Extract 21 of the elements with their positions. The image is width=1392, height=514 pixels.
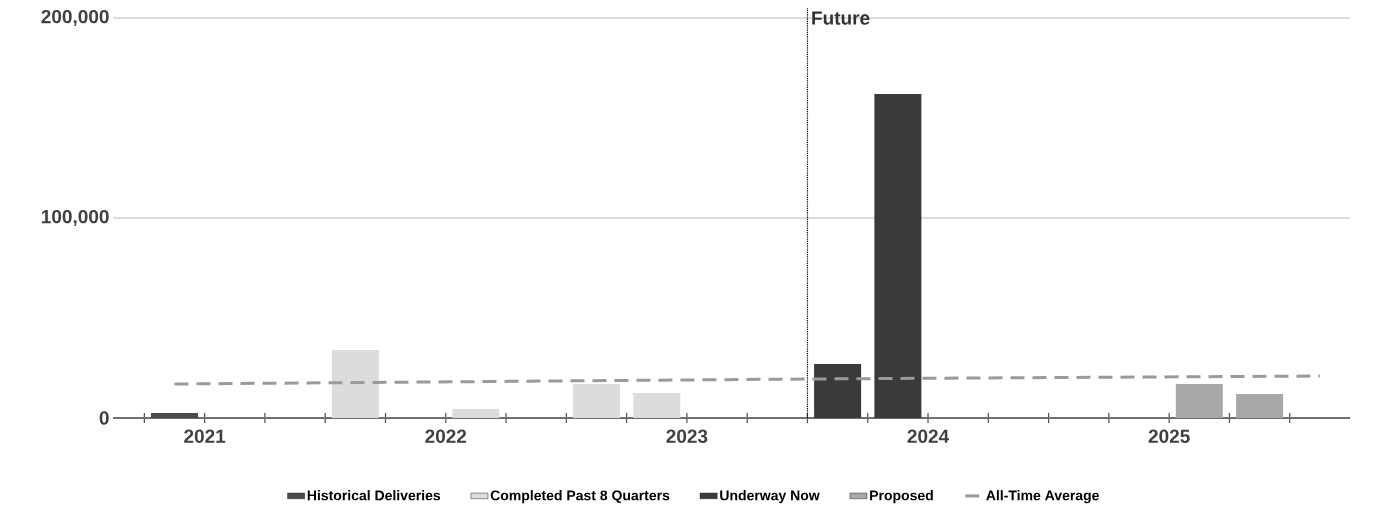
bar xyxy=(150,413,198,418)
legend-label: All-Time Average xyxy=(986,490,1099,504)
y-tick-label: 200,000 xyxy=(41,9,109,27)
legend-label: Completed Past 8 Quarters xyxy=(490,490,670,504)
x-tick-label: 2025 xyxy=(1148,429,1190,443)
y-tick-label: 0 xyxy=(99,411,109,425)
x-tick-label: 2024 xyxy=(907,429,950,443)
bar xyxy=(814,364,862,418)
bar xyxy=(633,393,681,418)
bar xyxy=(572,384,620,418)
legend-label: Historical Deliveries xyxy=(307,490,441,501)
x-tick-label: 2022 xyxy=(425,429,467,443)
legend-label: Underway Now xyxy=(720,490,820,504)
legend-label: Proposed xyxy=(870,490,933,504)
bar xyxy=(874,94,922,418)
bar xyxy=(331,350,379,418)
y-tick-label: 100,000 xyxy=(41,209,109,227)
x-tick-label: 2023 xyxy=(666,429,708,444)
ref-line-label: Future xyxy=(812,11,870,25)
bar xyxy=(452,409,500,418)
x-tick-label: 2021 xyxy=(184,429,226,443)
